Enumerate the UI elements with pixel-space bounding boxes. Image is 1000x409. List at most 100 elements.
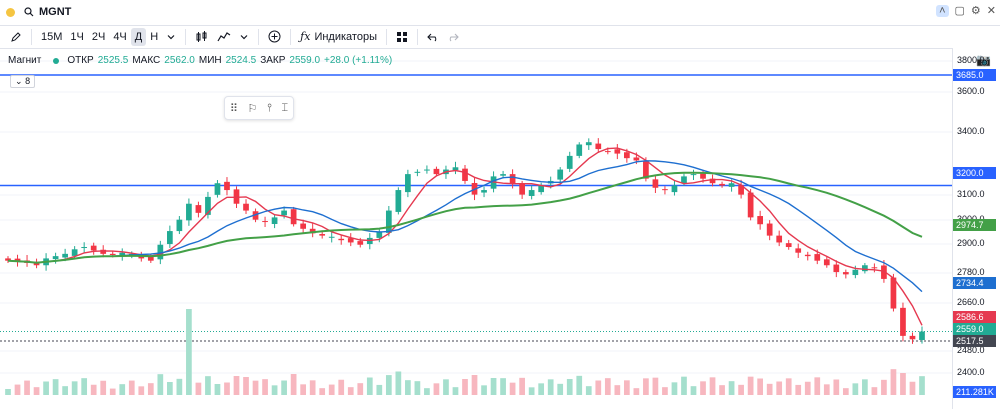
volume-bar: [595, 380, 602, 395]
candle-body: [62, 253, 68, 258]
close-icon[interactable]: ✕: [986, 5, 996, 17]
candle-body: [795, 248, 802, 253]
volume-bar: [700, 381, 706, 395]
window-controls: ˄ ▢ ⚙ ✕: [936, 4, 996, 17]
volume-bar: [243, 377, 249, 395]
volume-bar: [109, 388, 116, 395]
candle-body: [871, 267, 878, 269]
candle-body: [90, 245, 97, 251]
candle-body: [100, 249, 107, 254]
candle-body: [262, 221, 268, 223]
chevron-down-icon[interactable]: [162, 28, 180, 46]
price-label: 2734.4: [953, 277, 996, 289]
pin-tool-icon[interactable]: ⫯: [267, 101, 272, 114]
candle-body: [166, 231, 173, 245]
high-label: МАКС: [132, 55, 161, 66]
add-compare-icon[interactable]: [264, 28, 285, 46]
candle-body: [109, 253, 116, 255]
price-tick: 3600.0: [957, 86, 985, 96]
low-label: МИН: [198, 55, 222, 66]
candles-icon[interactable]: [191, 28, 213, 46]
chevron-down-icon[interactable]: [235, 28, 253, 46]
volume-bar: [252, 380, 259, 395]
candle-body: [385, 210, 392, 233]
volume-bar: [395, 371, 402, 395]
indicators-toggle[interactable]: ⌄ 8: [10, 75, 36, 88]
candle-body: [462, 168, 468, 181]
volume-bar: [176, 378, 183, 395]
drag-handle-icon[interactable]: ⠿: [229, 102, 238, 115]
range-tool-icon[interactable]: ⌶: [281, 101, 289, 114]
pencil-icon[interactable]: [6, 28, 26, 46]
interval-4h[interactable]: 4Ч: [113, 30, 127, 43]
volume-bar: [62, 386, 68, 395]
candle-body: [881, 265, 887, 279]
volume-bar: [614, 385, 621, 395]
interval-15m[interactable]: 15М: [41, 30, 63, 43]
volume-bar: [90, 384, 97, 395]
candle-body: [147, 256, 154, 261]
candle-body: [500, 174, 506, 176]
chevron-up-icon[interactable]: ˄: [936, 4, 949, 17]
volume-bar: [385, 375, 392, 395]
price-chart[interactable]: [0, 48, 952, 409]
volume-bar: [823, 384, 830, 395]
settings-icon[interactable]: ⚙: [970, 5, 981, 17]
high-value: 2562.0: [164, 55, 195, 66]
candle-body: [224, 181, 230, 191]
candle-body: [52, 256, 59, 260]
volume-bar: [338, 379, 345, 395]
volume-bar: [919, 376, 925, 395]
undo-icon[interactable]: [423, 28, 443, 46]
layout-grid-icon[interactable]: [392, 28, 412, 46]
line-chart-icon[interactable]: [213, 28, 235, 46]
candle-body: [243, 203, 249, 211]
candle-body: [71, 249, 78, 256]
price-tick: 3400.0: [957, 126, 985, 136]
volume-bar: [547, 379, 554, 395]
volume-bar: [119, 384, 126, 395]
volume-bar: [128, 380, 135, 395]
candle-body: [623, 152, 630, 159]
search-icon: [24, 7, 34, 17]
volume-bar: [776, 381, 783, 395]
volume-bar: [300, 384, 307, 395]
volume-bar: [166, 382, 173, 395]
candle-body: [919, 331, 925, 340]
candle-body: [614, 149, 621, 154]
volume-bar: [576, 375, 583, 395]
candle-body: [14, 258, 21, 262]
volume-bar: [652, 377, 659, 395]
chart-pane[interactable]: [0, 48, 1000, 409]
chevron-down-icon: ⌄: [15, 76, 23, 86]
redo-icon[interactable]: [443, 28, 463, 46]
candle-body: [700, 173, 706, 179]
volume-bar: [738, 384, 744, 395]
interval-week[interactable]: Н: [150, 30, 159, 43]
open-label: ОТКР: [67, 55, 94, 66]
interval-2h[interactable]: 2Ч: [91, 30, 106, 43]
flag-tool-icon[interactable]: ⚐: [247, 102, 258, 115]
camera-icon[interactable]: 📷: [976, 53, 991, 67]
volume-bar: [728, 381, 735, 395]
interval-day[interactable]: Д: [130, 27, 147, 46]
volume-bar: [881, 379, 887, 395]
volume-bar: [557, 383, 564, 395]
candle-body: [119, 252, 126, 256]
indicators-button[interactable]: ƒx Индикаторы: [296, 28, 381, 46]
interval-1h[interactable]: 1Ч: [70, 30, 84, 43]
candle-body: [643, 160, 649, 179]
candle-body: [633, 157, 640, 161]
restore-icon[interactable]: ▢: [954, 5, 965, 17]
candle-body: [424, 169, 430, 171]
candle-body: [833, 264, 840, 273]
candle-body: [738, 185, 744, 195]
function-icon: ƒx: [300, 30, 311, 43]
symbol-search[interactable]: MGNT: [24, 3, 71, 21]
volume-bar: [5, 389, 11, 395]
candle-body: [862, 265, 868, 272]
volume-bar: [585, 386, 592, 395]
volume-bar: [433, 383, 440, 395]
volume-bar: [633, 388, 640, 395]
candle-body: [890, 277, 897, 309]
